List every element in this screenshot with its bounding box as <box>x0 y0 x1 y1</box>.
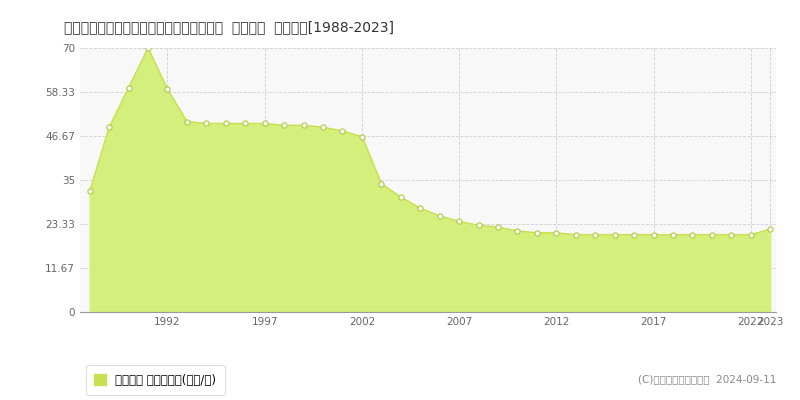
Point <box>589 232 602 238</box>
Point <box>122 84 135 91</box>
Point <box>744 232 757 238</box>
Point <box>336 128 349 134</box>
Text: (C)土地価格ドットコム  2024-09-11: (C)土地価格ドットコム 2024-09-11 <box>638 374 776 384</box>
Point <box>511 228 524 234</box>
Point <box>491 224 504 230</box>
Point <box>550 230 562 236</box>
Point <box>219 120 232 127</box>
Point <box>317 124 330 130</box>
Point <box>200 120 213 127</box>
Point <box>142 45 154 51</box>
Point <box>725 232 738 238</box>
Point <box>297 122 310 128</box>
Point <box>258 120 271 127</box>
Point <box>453 218 466 225</box>
Point <box>764 226 777 232</box>
Point <box>102 124 115 130</box>
Point <box>686 232 699 238</box>
Legend: 地価公示 平均坪単価(万円/坪): 地価公示 平均坪単価(万円/坪) <box>86 366 225 395</box>
Point <box>83 188 96 194</box>
Point <box>530 230 543 236</box>
Point <box>394 194 407 200</box>
Point <box>570 232 582 238</box>
Point <box>239 120 252 127</box>
Point <box>278 122 290 128</box>
Point <box>161 86 174 93</box>
Point <box>355 134 368 140</box>
Point <box>434 213 446 219</box>
Point <box>608 232 621 238</box>
Point <box>706 232 718 238</box>
Point <box>647 232 660 238</box>
Point <box>628 232 641 238</box>
Point <box>375 180 388 187</box>
Text: 兵庫県神戸市西区竜が岡１丁目９番１１外  地価公示  地価推移[1988-2023]: 兵庫県神戸市西区竜が岡１丁目９番１１外 地価公示 地価推移[1988-2023] <box>64 20 394 34</box>
Point <box>666 232 679 238</box>
Point <box>181 118 194 125</box>
Point <box>414 205 426 212</box>
Point <box>472 222 485 228</box>
